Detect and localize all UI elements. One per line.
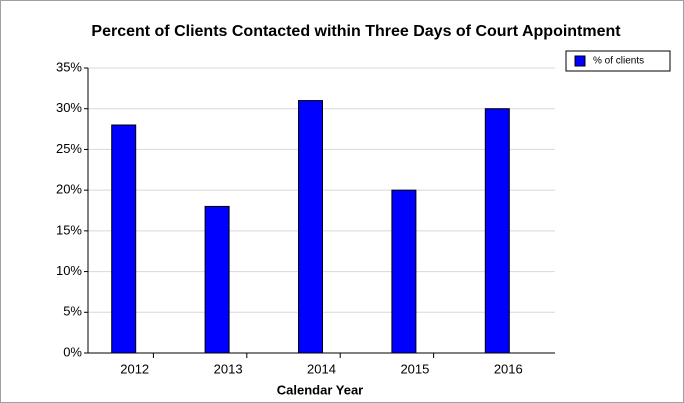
y-tick-label: 25% xyxy=(56,141,82,156)
y-tick-label: 35% xyxy=(56,59,82,74)
bar xyxy=(484,108,510,354)
bar xyxy=(298,100,323,354)
y-tick-label: 30% xyxy=(56,100,82,115)
legend-swatch xyxy=(574,55,586,67)
y-tick-label: 15% xyxy=(56,222,82,237)
y-tick-label: 5% xyxy=(63,304,82,319)
y-tick-label: 20% xyxy=(56,182,82,197)
bar xyxy=(391,189,417,354)
bar xyxy=(204,205,230,354)
legend-box xyxy=(565,50,671,72)
x-axis-label: Calendar Year xyxy=(277,382,363,397)
x-tick-label: 2015 xyxy=(400,361,429,376)
x-tick-label: 2012 xyxy=(120,361,149,376)
x-tick-label: 2014 xyxy=(307,361,336,376)
x-tick-label: 2013 xyxy=(214,361,243,376)
y-tick-label: 0% xyxy=(63,344,82,359)
y-tick-label: 10% xyxy=(56,263,82,278)
x-tick-label: 2016 xyxy=(494,361,523,376)
bar xyxy=(111,124,137,354)
chart-title: Percent of Clients Contacted within Thre… xyxy=(91,23,621,40)
legend-label: % of clients xyxy=(593,56,644,67)
